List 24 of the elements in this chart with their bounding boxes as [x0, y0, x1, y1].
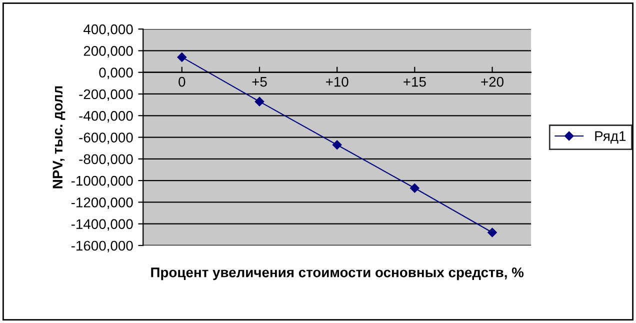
y-axis-title: NPV, тыс. долл	[52, 86, 66, 188]
y-tick-label: -400,000	[79, 110, 133, 122]
y-tick-label: -600,000	[79, 132, 133, 144]
point	[410, 184, 420, 193]
point	[177, 52, 187, 62]
legend-label: Ряд1	[595, 131, 626, 144]
y-tick-label: -1400,000	[71, 219, 133, 231]
x-tick-label: +10	[326, 76, 348, 87]
point	[332, 140, 342, 150]
x-tick-label: +15	[404, 77, 426, 87]
x-axis-title: Процент увеличения стоимости основных средств, %	[151, 268, 524, 280]
y-tick-label: 400,000	[83, 24, 133, 36]
x-tick-label: +20	[481, 76, 504, 87]
y-tick-label: -1200,000	[71, 198, 133, 210]
point	[254, 96, 264, 106]
x-tick-label: 0	[178, 76, 186, 87]
y-tick-label: -1600,000	[71, 240, 133, 252]
y-tick-label: -1000,000	[71, 176, 133, 188]
y-tick-label: -200,000	[79, 89, 133, 101]
y-tick-label: -800,000	[79, 154, 133, 166]
point	[488, 228, 497, 238]
x-tick-label: +5	[252, 77, 267, 87]
y-tick-label: 200,000	[84, 46, 133, 58]
y-tick-label: 0,000	[99, 68, 133, 80]
